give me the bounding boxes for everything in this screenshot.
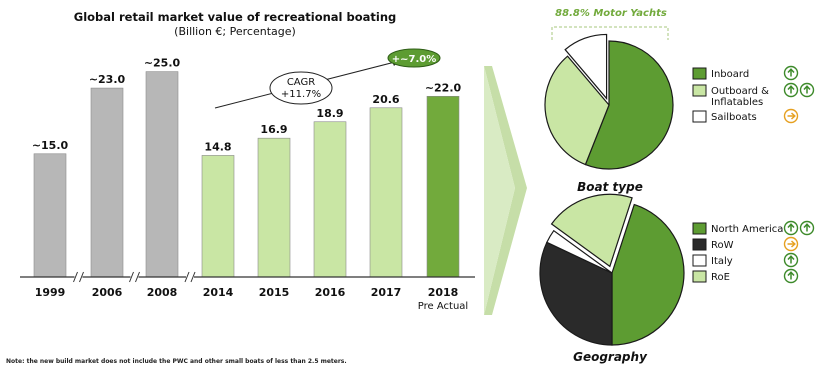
legend-label: RoW bbox=[711, 240, 734, 251]
transition-arrow bbox=[484, 66, 527, 315]
bar-value-label-2017: 20.6 bbox=[372, 93, 399, 106]
growth-badge bbox=[387, 48, 441, 68]
legend-swatch bbox=[692, 110, 707, 123]
bar-value-label-1999: ~15.0 bbox=[32, 139, 69, 152]
bar-2017 bbox=[369, 107, 403, 278]
legend-label: Sailboats bbox=[711, 112, 757, 123]
arrow-up-icon bbox=[783, 268, 799, 284]
legend-item-row: RoW bbox=[692, 236, 799, 252]
cagr-bubble bbox=[269, 71, 333, 105]
legend-swatch bbox=[692, 254, 707, 267]
axis-break-after-1999 bbox=[73, 271, 84, 283]
bar-2016 bbox=[313, 121, 347, 278]
arrow-up-icon bbox=[783, 252, 799, 268]
x-tick-2018: 2018 bbox=[428, 286, 459, 299]
transition-arrow-face bbox=[484, 66, 515, 315]
legend-swatch bbox=[692, 270, 707, 283]
x-tick-2008: 2008 bbox=[147, 286, 178, 299]
bar-value-label-2014: 14.8 bbox=[204, 140, 231, 153]
geography-pie bbox=[539, 193, 685, 346]
legend-label: Inflatables bbox=[711, 97, 763, 108]
x-tick-1999: 1999 bbox=[35, 286, 66, 299]
bar-2018 bbox=[426, 95, 460, 278]
slice-row bbox=[539, 241, 613, 346]
axis-break-after-2006 bbox=[129, 271, 140, 283]
arrow-up-icon bbox=[783, 65, 799, 81]
legend-label: Italy bbox=[711, 256, 733, 267]
legend-item-roe: RoE bbox=[692, 268, 799, 284]
slice-sailboats bbox=[564, 33, 608, 101]
legend-label: Inboard bbox=[711, 69, 749, 80]
boat-type-legend: Inboard Outboard &Inflatables Sailboats bbox=[692, 65, 815, 124]
motor-yachts-label: 88.8% Motor Yachts bbox=[555, 8, 667, 19]
bar-chart-subtitle: (Billion €; Percentage) bbox=[174, 25, 296, 38]
x-tick-2017: 2017 bbox=[371, 286, 402, 299]
motor-yachts-bracket bbox=[551, 26, 669, 40]
legend-item-outboard-inflatables: Outboard &Inflatables bbox=[692, 82, 815, 108]
bar-series bbox=[33, 71, 460, 278]
bar-2015 bbox=[257, 137, 291, 278]
legend-item-inboard: Inboard bbox=[692, 65, 799, 81]
bar-value-labels: ~15.0 ~23.0 ~25.0 14.8 16.9 18.9 20.6 ~22.0 bbox=[32, 57, 462, 154]
bar-value-label-2018: ~22.0 bbox=[425, 81, 462, 94]
footnote: Note: the new build market does not incl… bbox=[6, 358, 347, 365]
slice-italy bbox=[546, 229, 613, 274]
legend-item-italy: Italy bbox=[692, 252, 799, 268]
arrow-up-icon bbox=[799, 220, 815, 236]
legend-label: North America bbox=[711, 224, 783, 235]
legend-label: RoE bbox=[711, 272, 730, 283]
legend-swatch bbox=[692, 238, 707, 251]
legend-label: Outboard & bbox=[711, 86, 769, 97]
boat-type-pie bbox=[544, 33, 674, 170]
bar-value-label-2006: ~23.0 bbox=[89, 73, 126, 86]
arrow-up-icon bbox=[799, 82, 815, 98]
arrow-up-icon bbox=[783, 220, 799, 236]
bar-chart-title: Global retail market value of recreation… bbox=[74, 10, 397, 24]
boat-type-title: Boat type bbox=[577, 180, 643, 194]
legend-item-sailboats: Sailboats bbox=[692, 108, 799, 124]
bar-value-label-2015: 16.9 bbox=[260, 123, 287, 136]
x-tick-2014: 2014 bbox=[203, 286, 234, 299]
axis-breaks bbox=[73, 271, 196, 283]
geography-title: Geography bbox=[573, 350, 648, 364]
x-tick-2016: 2016 bbox=[315, 286, 346, 299]
legend-item-north-america: North America bbox=[692, 220, 815, 236]
bar-2014 bbox=[201, 155, 235, 278]
cagr-label: CAGR bbox=[287, 77, 315, 88]
slice-north-america bbox=[611, 203, 685, 346]
legend-swatch bbox=[692, 67, 707, 80]
bar-value-label-2016: 18.9 bbox=[316, 107, 343, 120]
geography-legend: North America RoW Italy RoE bbox=[692, 220, 815, 284]
arrow-right-icon bbox=[783, 236, 799, 252]
axis-break-after-2008 bbox=[184, 271, 196, 283]
cagr-value: +11.7% bbox=[281, 89, 321, 100]
bar-value-label-2008: ~25.0 bbox=[144, 57, 181, 70]
x-tick-labels: 1999 2006 2008 2014 2015 2016 2017 2018 Pre Actu… bbox=[35, 286, 469, 312]
bar-2006 bbox=[90, 87, 124, 278]
slice-outboard-inflatables bbox=[544, 55, 610, 166]
slice-inboard bbox=[584, 40, 674, 170]
arrow-up-icon bbox=[783, 82, 799, 98]
x-tick-sublabel-2018: Pre Actual bbox=[418, 301, 468, 312]
legend-swatch bbox=[692, 222, 707, 235]
x-tick-2015: 2015 bbox=[259, 286, 290, 299]
legend-swatch bbox=[692, 84, 707, 97]
arrow-right-icon bbox=[783, 108, 799, 124]
growth-badge-label: +~7.0% bbox=[392, 54, 437, 65]
slice-roe bbox=[550, 193, 633, 268]
bar-1999 bbox=[33, 153, 67, 278]
x-tick-2006: 2006 bbox=[92, 286, 123, 299]
bar-2008 bbox=[145, 71, 179, 278]
